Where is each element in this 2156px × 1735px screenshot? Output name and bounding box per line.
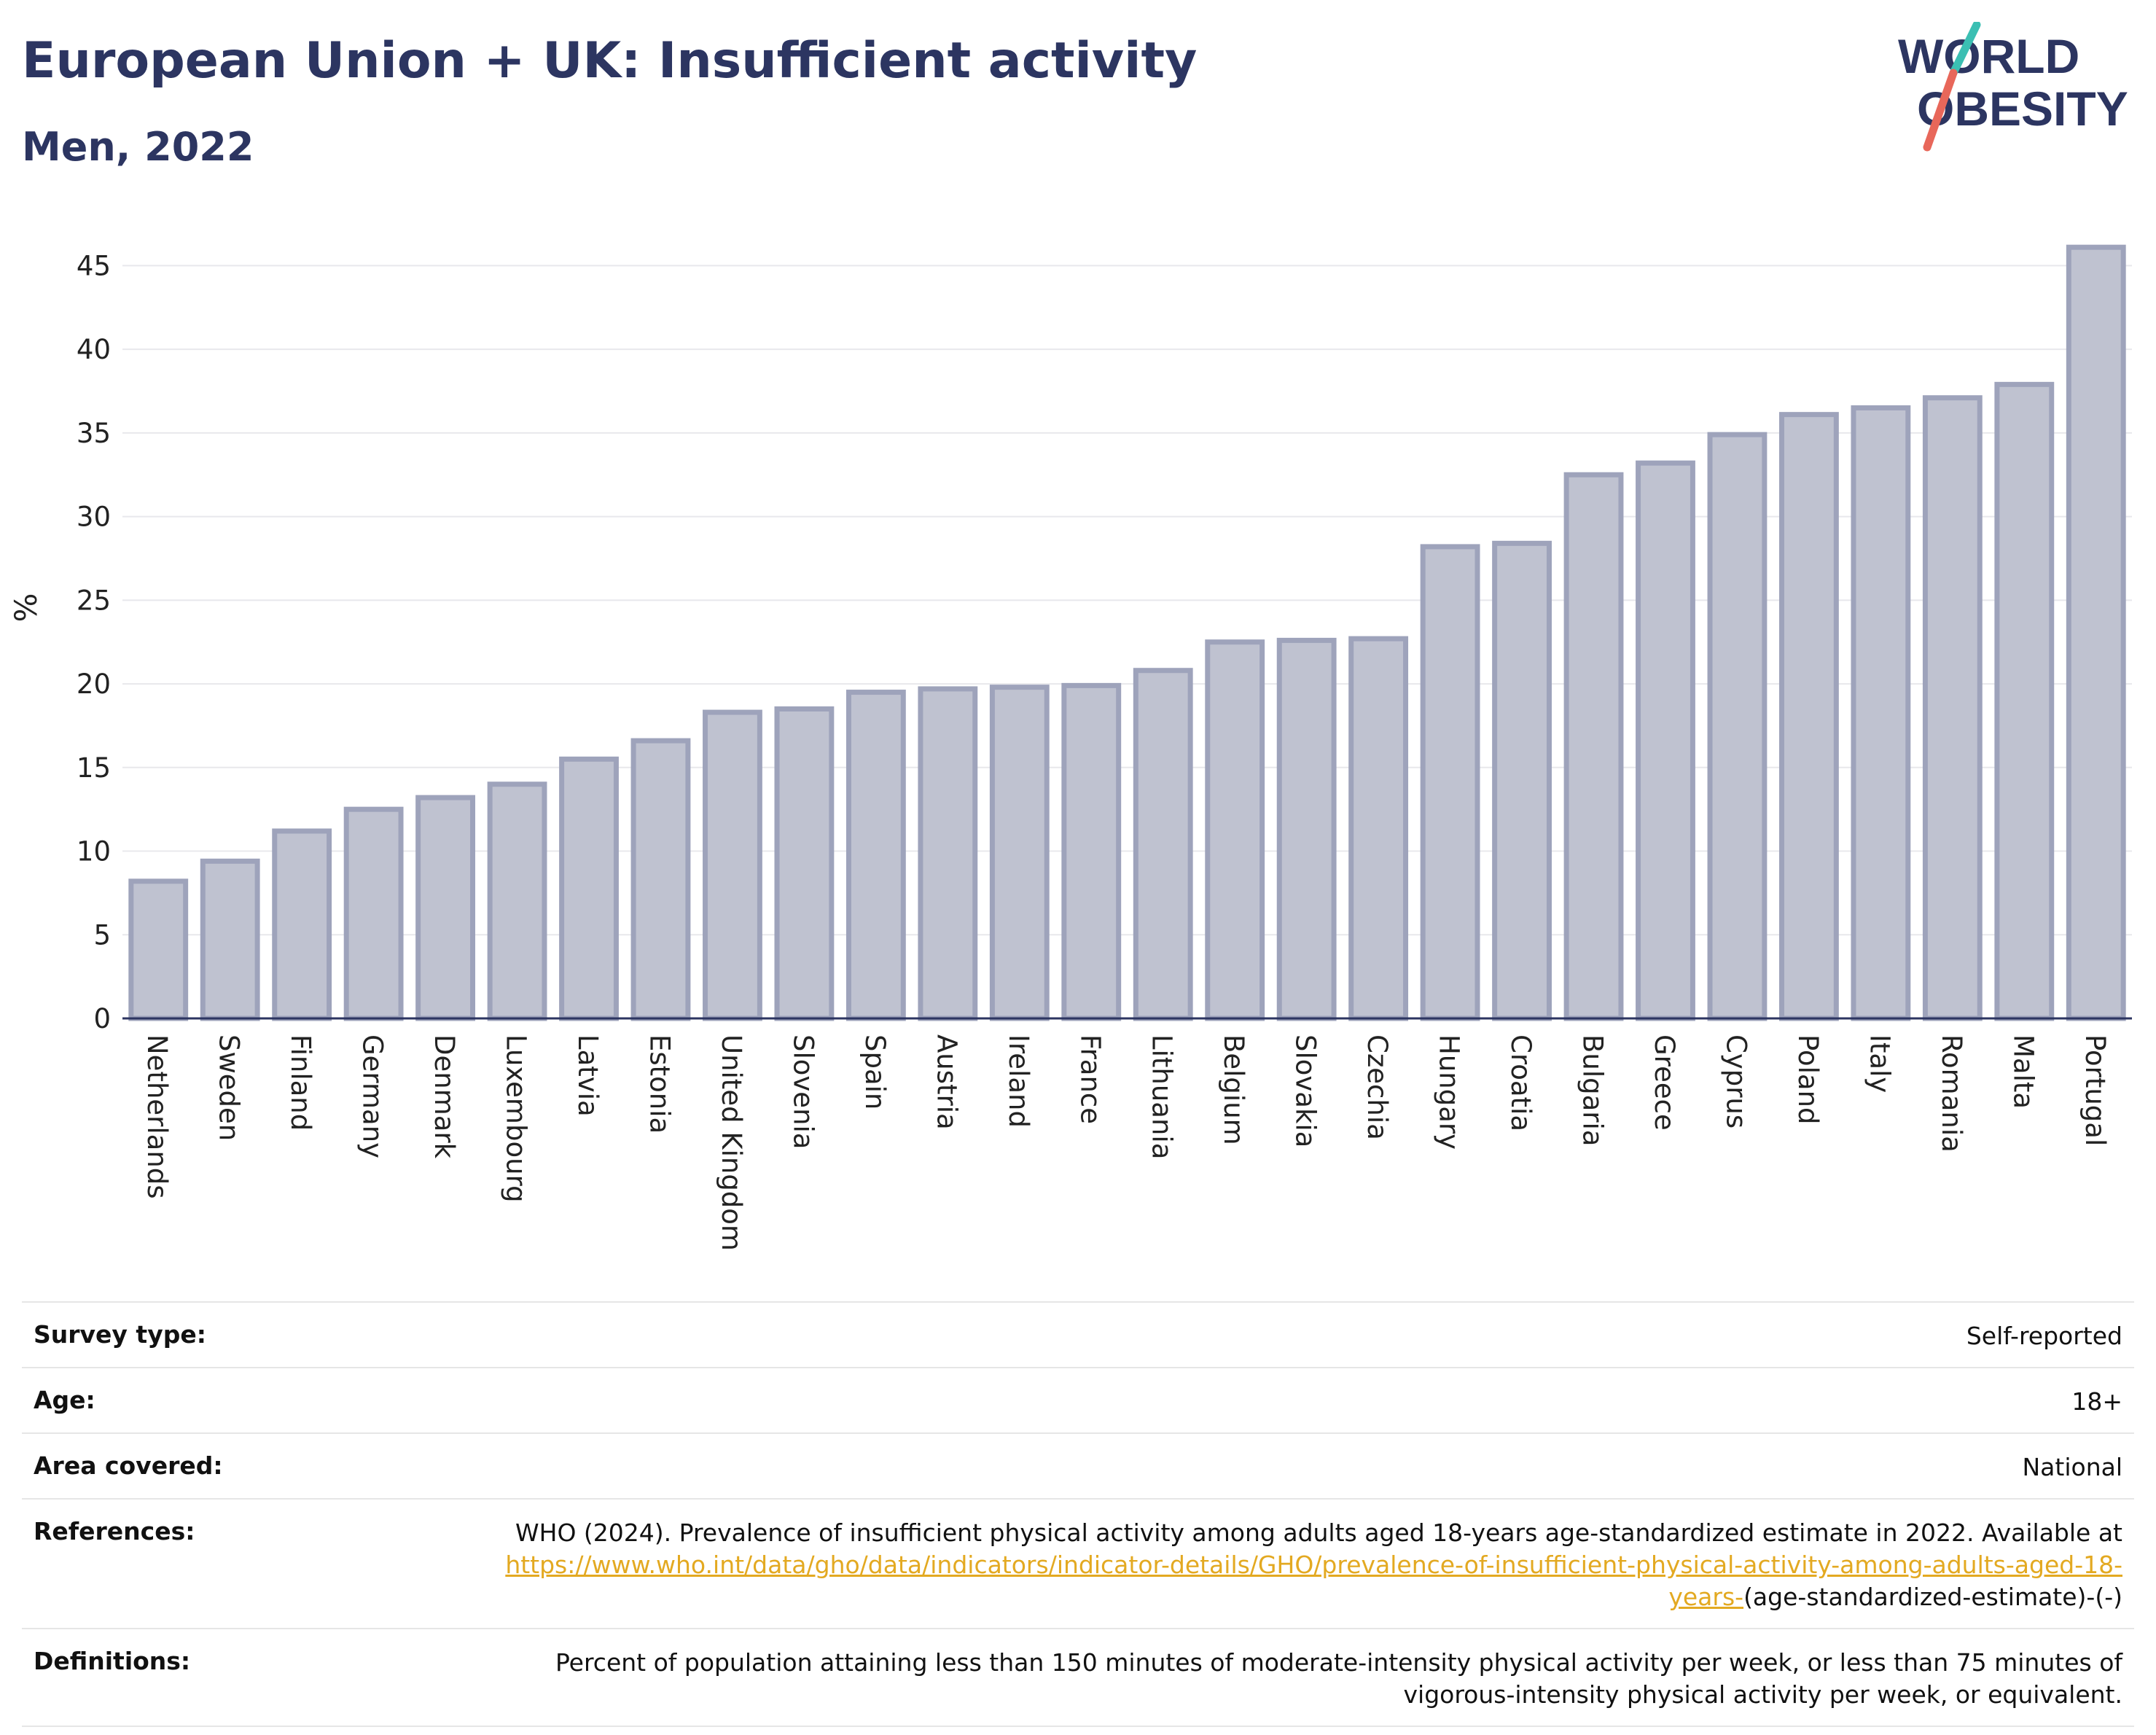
chart-subtitle: Men, 2022 bbox=[22, 124, 254, 170]
x-tick-label: Bulgaria bbox=[1577, 1034, 1609, 1146]
bar-finland bbox=[272, 828, 332, 1021]
bar-slovenia bbox=[774, 706, 835, 1021]
logo-text-obesity: OBESITY bbox=[1917, 82, 2128, 136]
x-tick-label: Germany bbox=[357, 1034, 388, 1158]
x-tick-label: Belgium bbox=[1218, 1034, 1249, 1145]
bar-slovakia bbox=[1276, 637, 1337, 1021]
area-label: Area covered: bbox=[34, 1451, 223, 1480]
survey-type-label: Survey type: bbox=[34, 1320, 206, 1349]
references-value: WHO (2024). Prevalence of insufficient p… bbox=[446, 1517, 2122, 1613]
bar-denmark bbox=[415, 795, 476, 1021]
bar-cyprus bbox=[1707, 432, 1768, 1021]
x-tick-label: France bbox=[1074, 1034, 1106, 1124]
y-tick-label: 5 bbox=[93, 919, 111, 951]
x-tick-label: Sweden bbox=[214, 1034, 245, 1141]
y-axis-label: % bbox=[8, 593, 44, 623]
x-tick-label: Croatia bbox=[1505, 1034, 1536, 1131]
bar-austria bbox=[918, 686, 978, 1021]
bar-netherlands bbox=[128, 878, 189, 1021]
x-tick-label: Czechia bbox=[1362, 1034, 1393, 1140]
x-tick-label: Portugal bbox=[2079, 1034, 2111, 1146]
x-tick-label: Ireland bbox=[1003, 1034, 1034, 1128]
bar-spain bbox=[845, 690, 906, 1021]
meta-row-area: Area covered: National bbox=[22, 1432, 2134, 1498]
x-tick-label: Spain bbox=[859, 1034, 891, 1110]
bar-latvia bbox=[559, 756, 619, 1021]
bar-ireland bbox=[989, 685, 1050, 1021]
x-tick-label: Slovenia bbox=[787, 1034, 819, 1149]
logo-slash-bottom bbox=[1923, 69, 1958, 152]
survey-type-value: Self-reported bbox=[1966, 1322, 2122, 1350]
meta-row-definitions: Definitions: Percent of population attai… bbox=[22, 1628, 2134, 1727]
bar-malta bbox=[1994, 381, 2055, 1021]
logo-text-world: WORLD bbox=[1898, 29, 2079, 83]
x-tick-label: Greece bbox=[1649, 1034, 1680, 1131]
logo-slash-top bbox=[1949, 22, 1981, 77]
bar-sweden bbox=[200, 858, 260, 1021]
x-tick-label: Malta bbox=[2007, 1034, 2039, 1109]
bar-italy bbox=[1851, 405, 1911, 1021]
x-tick-label: Denmark bbox=[429, 1034, 460, 1159]
x-tick-label: Lithuania bbox=[1147, 1034, 1178, 1159]
definitions-label: Definitions: bbox=[34, 1647, 191, 1675]
bar-portugal bbox=[2066, 244, 2126, 1021]
bar-chart: 0 5 10 15 20 25 30 35 40 45 Netherlands Sweden Finl… bbox=[8, 244, 2132, 1251]
bar-luxembourg bbox=[487, 781, 547, 1021]
bar-lithuania bbox=[1133, 668, 1193, 1021]
age-value: 18+ bbox=[2071, 1387, 2122, 1416]
world-obesity-logo: WORLD OBESITY bbox=[1898, 22, 2128, 152]
area-value: National bbox=[2022, 1453, 2122, 1481]
y-tick-label: 20 bbox=[77, 668, 111, 700]
y-tick-label: 45 bbox=[77, 250, 111, 281]
x-tick-label: Hungary bbox=[1434, 1034, 1465, 1150]
bar-greece bbox=[1636, 460, 1695, 1021]
bar-united-kingdom bbox=[703, 709, 762, 1021]
y-tick-label: 0 bbox=[93, 1003, 111, 1034]
bar-croatia bbox=[1492, 540, 1552, 1021]
x-tick-label: Italy bbox=[1864, 1034, 1895, 1093]
y-tick-label: 10 bbox=[77, 836, 111, 868]
x-tick-label: Latvia bbox=[572, 1034, 604, 1117]
x-tick-label: Luxembourg bbox=[501, 1034, 532, 1203]
chart-title: European Union + UK: Insufficient activi… bbox=[22, 32, 1198, 90]
x-tick-label: Cyprus bbox=[1720, 1034, 1751, 1128]
x-tick-label: Slovakia bbox=[1290, 1034, 1321, 1147]
bar-czechia bbox=[1348, 636, 1409, 1021]
meta-row-references: References: WHO (2024). Prevalence of in… bbox=[22, 1498, 2134, 1628]
definitions-value: Percent of population attaining less tha… bbox=[555, 1648, 2122, 1709]
x-tick-label: Finland bbox=[285, 1034, 316, 1131]
x-tick-label: Romania bbox=[1936, 1034, 1967, 1153]
bars bbox=[128, 244, 2126, 1021]
bar-hungary bbox=[1420, 544, 1480, 1021]
references-link[interactable]: https://www.who.int/data/gho/data/indica… bbox=[505, 1551, 2122, 1611]
y-axis-ticks: 0 5 10 15 20 25 30 35 40 45 bbox=[77, 250, 111, 1034]
bar-estonia bbox=[630, 738, 691, 1021]
x-tick-label: Netherlands bbox=[141, 1034, 173, 1199]
age-label: Age: bbox=[34, 1386, 95, 1414]
x-axis-labels: Netherlands Sweden Finland Germany Denmark Lu… bbox=[141, 1034, 2111, 1251]
bar-romania bbox=[1922, 395, 1983, 1021]
y-tick-label: 30 bbox=[77, 502, 111, 533]
y-tick-label: 15 bbox=[77, 752, 111, 784]
y-tick-label: 25 bbox=[77, 585, 111, 616]
x-tick-label: Poland bbox=[1792, 1034, 1824, 1125]
bar-bulgaria bbox=[1563, 472, 1624, 1021]
metadata-table: Survey type: Self-reported Age: 18+ Area… bbox=[22, 1301, 2134, 1727]
meta-row-survey-type: Survey type: Self-reported bbox=[22, 1301, 2134, 1367]
bar-france bbox=[1061, 682, 1122, 1021]
x-tick-label: United Kingdom bbox=[716, 1034, 747, 1251]
meta-row-age: Age: 18+ bbox=[22, 1367, 2134, 1432]
x-tick-label: Estonia bbox=[644, 1034, 675, 1134]
references-suffix: (age-standardized-estimate)-(-) bbox=[1743, 1583, 2122, 1611]
bar-belgium bbox=[1205, 639, 1265, 1021]
references-label: References: bbox=[34, 1517, 195, 1545]
y-tick-label: 35 bbox=[77, 418, 111, 449]
y-tick-label: 40 bbox=[77, 334, 111, 365]
x-tick-label: Austria bbox=[931, 1034, 962, 1130]
bar-germany bbox=[343, 806, 404, 1021]
references-text: WHO (2024). Prevalence of insufficient p… bbox=[515, 1518, 2122, 1547]
bar-poland bbox=[1778, 412, 1839, 1021]
